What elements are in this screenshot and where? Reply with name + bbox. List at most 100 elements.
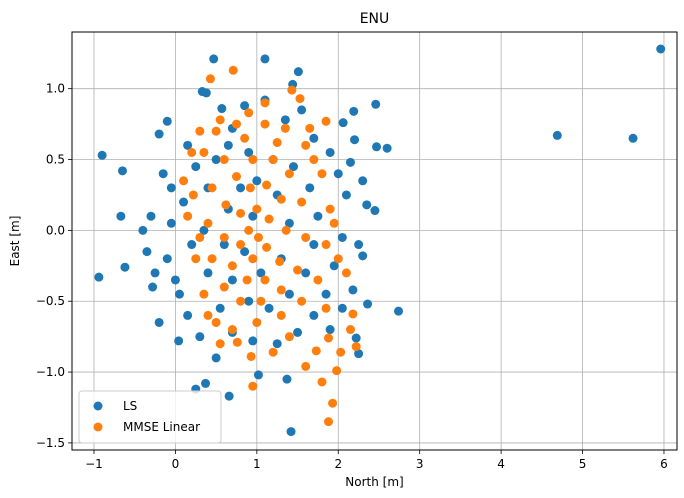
data-point	[148, 282, 158, 292]
data-point	[191, 162, 201, 172]
data-point	[262, 180, 272, 190]
data-point	[179, 176, 189, 186]
data-point	[301, 140, 311, 150]
data-point	[309, 133, 319, 143]
data-point	[219, 232, 229, 242]
data-point	[341, 268, 351, 278]
data-point	[313, 211, 323, 221]
data-point	[286, 427, 296, 437]
x-tick-label: 5	[579, 457, 587, 471]
data-point	[215, 115, 225, 125]
x-tick-label: 3	[416, 457, 424, 471]
data-points	[94, 44, 666, 437]
data-point	[154, 317, 164, 327]
data-point	[244, 296, 254, 306]
data-point	[313, 275, 323, 285]
data-point	[297, 105, 307, 115]
data-point	[272, 339, 282, 349]
data-point	[240, 247, 250, 257]
data-point	[264, 214, 274, 224]
data-point	[293, 327, 303, 337]
data-point	[252, 176, 262, 186]
data-point	[321, 303, 331, 313]
data-point	[260, 54, 270, 64]
data-point	[287, 85, 297, 95]
data-point	[209, 54, 219, 64]
data-point	[248, 254, 258, 264]
data-point	[199, 289, 209, 299]
data-point	[321, 116, 331, 126]
data-point	[231, 119, 241, 129]
data-point	[363, 299, 373, 309]
data-point	[203, 268, 213, 278]
data-point	[382, 143, 392, 153]
data-point	[248, 211, 258, 221]
data-point	[236, 240, 246, 250]
data-point	[321, 289, 331, 299]
x-tick-label: −1	[85, 457, 103, 471]
data-point	[656, 44, 666, 54]
data-point	[370, 206, 380, 216]
data-point	[351, 342, 361, 352]
data-point	[336, 347, 346, 357]
legend-marker-ls	[93, 401, 103, 411]
data-point	[236, 183, 246, 193]
data-point	[162, 116, 172, 126]
data-point	[248, 381, 258, 391]
data-point	[341, 190, 351, 200]
data-point	[351, 333, 361, 343]
x-axis-label: North [m]	[345, 475, 403, 489]
data-point	[207, 254, 217, 264]
x-tick-label: 1	[253, 457, 261, 471]
data-point	[138, 225, 148, 235]
data-point	[282, 374, 292, 384]
data-point	[329, 261, 339, 271]
data-point	[246, 351, 256, 361]
data-point	[219, 240, 229, 250]
data-point	[325, 325, 335, 335]
data-point	[174, 336, 184, 346]
data-point	[244, 147, 254, 157]
data-point	[276, 310, 286, 320]
x-tick-label: 2	[334, 457, 342, 471]
legend-label-ls: LS	[123, 399, 137, 413]
data-point	[248, 155, 258, 165]
data-point	[284, 289, 294, 299]
data-point	[275, 257, 285, 267]
data-point	[183, 310, 193, 320]
data-point	[179, 197, 189, 207]
data-point	[170, 275, 180, 285]
series-mmse-linear	[179, 65, 361, 427]
data-point	[311, 346, 321, 356]
data-point	[201, 378, 211, 388]
data-point	[166, 218, 176, 228]
data-point	[276, 285, 286, 295]
legend-label-mmse-linear: MMSE Linear	[123, 420, 200, 434]
data-point	[245, 183, 255, 193]
data-point	[205, 74, 215, 84]
data-point	[293, 67, 303, 77]
data-point	[305, 183, 315, 193]
data-point	[94, 272, 104, 282]
data-point	[332, 366, 342, 376]
data-point	[253, 232, 263, 242]
data-point	[284, 218, 294, 228]
data-point	[195, 232, 205, 242]
data-point	[280, 115, 290, 125]
data-point	[244, 225, 254, 235]
data-point	[338, 118, 348, 128]
data-point	[317, 377, 327, 387]
data-point	[293, 265, 303, 275]
data-point	[195, 332, 205, 342]
data-point	[276, 194, 286, 204]
data-point	[223, 140, 233, 150]
y-axis-label: East [m]	[8, 216, 22, 267]
x-tick-label: 0	[172, 457, 180, 471]
data-point	[348, 285, 358, 295]
y-tick-label: −1.0	[36, 365, 65, 379]
data-point	[309, 155, 319, 165]
data-point	[394, 306, 404, 316]
data-point	[260, 275, 270, 285]
data-point	[201, 88, 211, 98]
